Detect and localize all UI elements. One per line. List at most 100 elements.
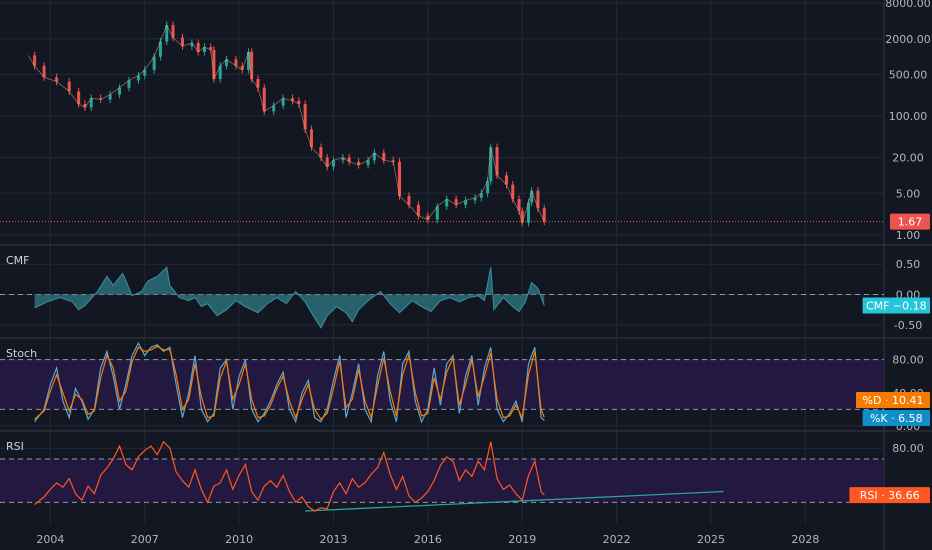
y-tick-label: 8000.00 xyxy=(885,0,931,10)
candle-body xyxy=(136,75,140,81)
candle-body xyxy=(218,65,222,80)
x-tick-label: 2019 xyxy=(508,533,536,546)
candle-body xyxy=(398,161,402,197)
candle-body xyxy=(331,160,335,167)
candle-body xyxy=(196,42,200,52)
stoch-last-value: %K · 6.58 xyxy=(870,412,923,425)
candle-body xyxy=(366,160,370,165)
candle-body xyxy=(407,196,411,205)
candle-body xyxy=(303,103,307,130)
candle-body xyxy=(250,51,254,80)
candle-body xyxy=(416,204,420,216)
candle-body xyxy=(77,91,81,104)
candle-body xyxy=(479,193,483,198)
cmf-line xyxy=(34,266,545,329)
x-tick-label: 2025 xyxy=(697,533,725,546)
y-tick-label: 80.00 xyxy=(892,354,924,367)
price-panel: 8000.00 2000.00 500.00 100.00 20.00 5.00 1.001… xyxy=(0,0,931,242)
x-tick-label: 2004 xyxy=(36,533,64,546)
rsi-panel: 80.00 RSI RSI · 36.66 xyxy=(0,430,932,512)
cmf-last-value: CMF −0.18 xyxy=(866,299,927,312)
candle-body xyxy=(158,41,162,57)
x-tick-label: 2010 xyxy=(225,533,253,546)
cmf-label: CMF xyxy=(6,254,30,267)
price-last-value-box xyxy=(890,213,930,230)
candle-body xyxy=(143,69,147,76)
x-tick-label: 2028 xyxy=(791,533,819,546)
candle-body xyxy=(33,55,37,66)
candle-body xyxy=(454,199,458,205)
candle-body xyxy=(473,197,477,201)
candle-body xyxy=(202,47,206,52)
pct-d-line xyxy=(34,345,545,421)
cmf-area xyxy=(34,267,545,328)
candle-body xyxy=(536,190,540,209)
y-tick-label: 100.00 xyxy=(889,110,928,123)
candle-body xyxy=(382,152,386,161)
candle-body xyxy=(256,79,260,88)
candle-body xyxy=(445,199,449,207)
candle-body xyxy=(55,77,59,82)
candle-body xyxy=(309,129,313,148)
candle-body xyxy=(297,100,301,104)
trendline xyxy=(305,490,724,512)
candle-body xyxy=(165,25,169,42)
stoch-last-value-box xyxy=(862,410,930,426)
indicator-panels: 8000.00 2000.00 500.00 100.00 20.00 5.00 1.001… xyxy=(0,0,932,512)
candle-body xyxy=(247,51,251,70)
candle-body xyxy=(240,65,244,70)
candle-body xyxy=(347,157,351,162)
candle-body xyxy=(486,181,490,194)
candle-body xyxy=(225,59,229,66)
candle-body xyxy=(118,87,122,95)
stoch-last-value-box xyxy=(856,392,930,408)
candle-body xyxy=(291,98,295,101)
indicator-band xyxy=(0,459,884,503)
candle-body xyxy=(152,56,156,70)
candle-body xyxy=(495,147,499,176)
y-tick-label: 5.00 xyxy=(896,187,921,200)
candle-body xyxy=(325,157,329,167)
y-tick-label: 1.00 xyxy=(896,229,921,242)
rsi-label: RSI xyxy=(6,440,24,453)
candle-body xyxy=(530,190,534,203)
cmf-last-value-box xyxy=(862,297,930,314)
candle-body xyxy=(520,211,524,223)
x-axis: 2004 2007 2010 2013 2016 2019 2022 2025 2028 xyxy=(36,533,819,546)
price-line xyxy=(27,24,545,225)
candle-body xyxy=(281,98,285,106)
candle-body xyxy=(171,25,175,38)
rsi-last-value-box xyxy=(849,487,930,504)
x-tick-label: 2016 xyxy=(414,533,442,546)
candle-body xyxy=(464,200,468,205)
y-tick-label: 0.50 xyxy=(896,258,921,271)
stoch-last-value: %D · 10.41 xyxy=(863,394,924,407)
candle-body xyxy=(42,65,46,78)
x-tick-label: 2022 xyxy=(603,533,631,546)
candle-body xyxy=(511,184,515,200)
candle-body xyxy=(262,87,266,112)
candle-body xyxy=(234,59,238,66)
candle-body xyxy=(209,47,213,50)
candle-body xyxy=(180,37,184,47)
y-tick-label: -0.50 xyxy=(894,319,922,332)
stoch-label: Stoch xyxy=(6,347,37,360)
candle-body xyxy=(357,161,361,165)
candle-body xyxy=(426,215,430,220)
candle-body xyxy=(272,105,276,112)
y-tick-label: 500.00 xyxy=(889,69,928,82)
y-tick-label: 20.00 xyxy=(892,152,924,165)
y-tick-label: 80.00 xyxy=(892,442,924,455)
price-last-value: 1.67 xyxy=(898,216,923,229)
candle-body xyxy=(67,81,71,92)
indicator-band xyxy=(0,359,884,410)
candle-body xyxy=(372,152,376,161)
candle-body xyxy=(99,98,103,100)
candle-body xyxy=(127,80,131,88)
candle-body xyxy=(489,147,493,182)
candle-body xyxy=(391,160,395,162)
candle-body xyxy=(542,208,546,222)
candle-body xyxy=(108,94,112,100)
